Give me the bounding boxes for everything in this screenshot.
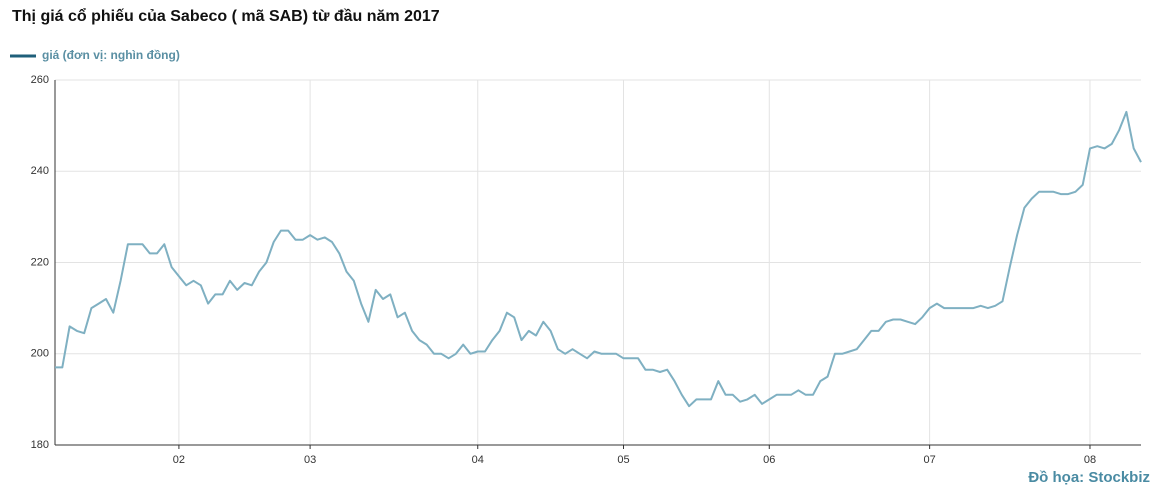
x-tick-label: 07 [924, 454, 936, 466]
x-tick-label: 05 [617, 454, 629, 466]
y-tick-label: 220 [31, 256, 49, 268]
x-tick-label: 04 [472, 454, 484, 466]
y-tick-label: 180 [31, 439, 49, 451]
price-line [55, 110, 1142, 408]
legend-label: giá (đơn vị: nghìn đồng) [42, 48, 180, 62]
x-tick-label: 06 [763, 454, 775, 466]
chart-title: Thị giá cổ phiếu của Sabeco ( mã SAB) từ… [12, 7, 440, 25]
y-tick-label: 260 [31, 74, 49, 86]
x-tick-label: 08 [1084, 454, 1096, 466]
x-tick-label: 03 [304, 454, 316, 466]
y-tick-label: 240 [31, 165, 49, 177]
source-note: Đồ họa: Stockbiz [1028, 469, 1150, 486]
x-tick-label: 02 [173, 454, 185, 466]
y-tick-label: 200 [31, 348, 49, 360]
